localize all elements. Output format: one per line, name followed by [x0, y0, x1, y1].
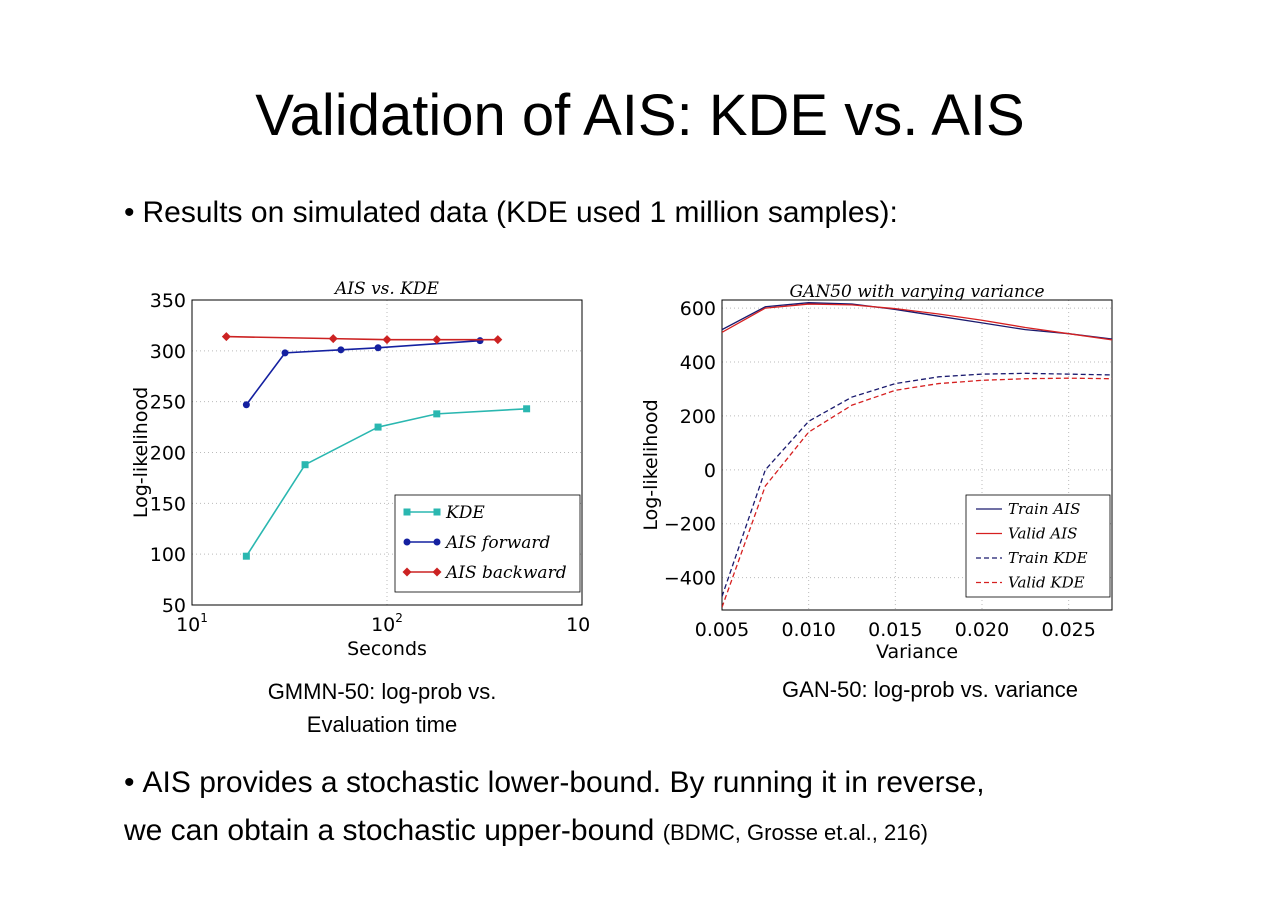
data-point — [493, 335, 503, 345]
y-axis-label: Log-likelihood — [130, 387, 152, 518]
x-tick-label: 0.025 — [1041, 619, 1095, 641]
y-tick-label: −200 — [664, 514, 716, 536]
y-tick-label: 250 — [150, 392, 186, 414]
legend-marker — [403, 538, 411, 546]
data-point — [242, 401, 250, 409]
series-line — [722, 303, 1112, 341]
caption-gmmn: GMMN-50: log-prob vs. Evaluation time — [192, 675, 572, 741]
plot-frame — [191, 299, 583, 606]
bullet-results: • Results on simulated data (KDE used 1 m… — [124, 196, 898, 230]
bullet-ais: • AIS provides a stochastic lower-bound. … — [124, 766, 985, 800]
series-line — [226, 335, 498, 341]
chart-title: GAN50 with varying variance — [789, 282, 1044, 302]
legend-marker — [403, 508, 411, 516]
y-tick-label: 200 — [150, 443, 186, 465]
legend-label: Valid AIS — [1008, 525, 1077, 543]
data-point — [301, 461, 309, 469]
data-point — [476, 337, 484, 345]
y-tick-label: 100 — [150, 544, 186, 566]
legend-label: Valid KDE — [1008, 574, 1085, 592]
legend-label: Train KDE — [1008, 549, 1088, 567]
caption-gmmn-line1: GMMN-50: log-prob vs. — [267, 679, 497, 704]
y-tick-label: 200 — [680, 406, 716, 428]
x-tick-label: 0.015 — [868, 619, 922, 641]
data-point — [242, 552, 250, 560]
y-tick-label: 350 — [150, 290, 186, 312]
chart-ais-vs-kde: AIS vs. KDE 50 100 150 200 250 300 350 101 102 103… — [130, 279, 590, 660]
bullet-results-text: Results on simulated data (KDE used 1 mi… — [142, 196, 898, 229]
bullet-symbol: • — [124, 196, 135, 229]
data-point — [337, 346, 345, 354]
y-axis-label: Log-likelihood — [640, 399, 662, 530]
legend-marker — [402, 567, 412, 577]
x-tick-label: 101 — [176, 611, 208, 636]
bullet-ais-line1: AIS provides a stochastic lower-bound. B… — [142, 766, 985, 799]
plot-frame — [721, 299, 1113, 611]
y-tick-label: −400 — [664, 568, 716, 590]
bullet-symbol: • — [124, 766, 135, 799]
data-point — [374, 344, 382, 352]
x-tick-label: 0.020 — [955, 619, 1009, 641]
data-point — [432, 335, 442, 345]
series-group — [722, 302, 1112, 608]
data-point — [382, 335, 392, 345]
legend-label: Train AIS — [1008, 500, 1080, 518]
x-tick-label: 0.005 — [695, 619, 749, 641]
x-tick-label: 103 — [566, 611, 590, 636]
y-tick-label: 300 — [150, 341, 186, 363]
legend-box — [394, 494, 581, 593]
y-tick-label: 50 — [162, 595, 186, 617]
bullet-ais-reference: (BDMC, Grosse et.al., 216) — [662, 820, 929, 845]
slide-title: Validation of AIS: KDE vs. AIS — [255, 83, 1025, 148]
chart-gan50-variance: GAN50 with varying variance 600 400 200 0 −20… — [640, 282, 1113, 660]
data-point — [328, 334, 338, 344]
series-line — [245, 339, 481, 406]
y-tick-label: 400 — [680, 352, 716, 374]
data-point — [221, 332, 231, 342]
x-axis-label: Seconds — [347, 638, 427, 660]
data-point — [433, 410, 441, 418]
y-tick-label: 0 — [704, 460, 716, 482]
legend-box — [965, 494, 1111, 598]
x-axis-label: Variance — [876, 641, 958, 660]
chart-title: AIS vs. KDE — [333, 279, 440, 299]
series-line — [722, 302, 1112, 340]
bullet-ais-cont: we can obtain a stochastic upper-bound (… — [124, 814, 928, 848]
caption-gan: GAN-50: log-prob vs. variance — [782, 677, 1078, 702]
data-point — [523, 405, 531, 413]
legend-label: AIS backward — [444, 563, 567, 583]
y-tick-label: 600 — [680, 298, 716, 320]
series-line — [722, 377, 1112, 608]
legend-marker — [433, 538, 441, 546]
legend-label: AIS forward — [444, 533, 551, 553]
legend-marker — [432, 567, 442, 577]
series-line — [722, 372, 1112, 597]
data-point — [281, 349, 289, 357]
data-point — [374, 423, 382, 431]
bullet-ais-line2: we can obtain a stochastic upper-bound — [124, 814, 655, 847]
x-tick-label: 102 — [371, 611, 403, 636]
legend-marker — [433, 508, 441, 516]
caption-gmmn-line2: Evaluation time — [306, 712, 458, 737]
x-tick-label: 0.010 — [781, 619, 835, 641]
legend-label: KDE — [445, 503, 485, 523]
y-tick-label: 150 — [150, 493, 186, 515]
